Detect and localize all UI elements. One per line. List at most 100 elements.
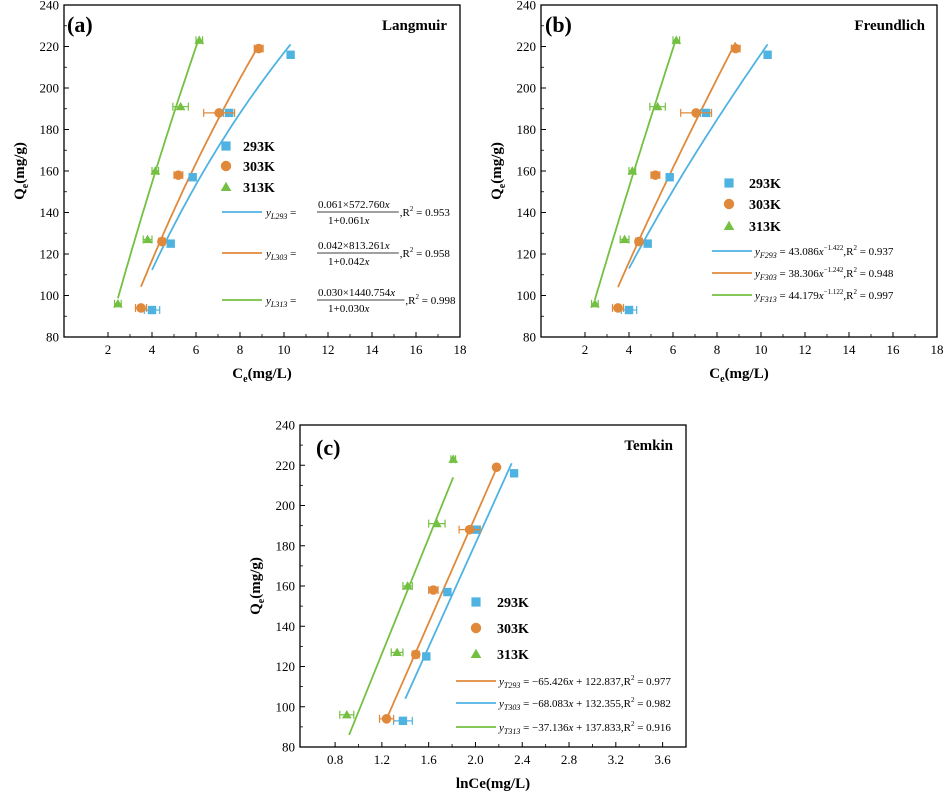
y-tick-label: 140	[40, 205, 60, 220]
x-axis-label: Ce(mg/L)	[232, 366, 291, 385]
legend-label: 313K	[749, 220, 781, 235]
model-title: Langmuir	[382, 18, 447, 34]
data-point-313K	[627, 166, 638, 175]
data-point-303K	[650, 170, 661, 180]
y-tick-label: 80	[523, 330, 536, 345]
legend-r2: ,R2 = 0.998	[405, 293, 456, 307]
legend-equation: yL303 =	[265, 248, 296, 262]
y-tick-label: 80	[46, 330, 59, 345]
model-title: Freundlich	[854, 18, 925, 34]
y-tick-label: 120	[276, 659, 296, 674]
x-tick-label: 14	[843, 342, 857, 357]
data-point-313K	[590, 298, 600, 308]
legend-marker	[220, 181, 232, 191]
legend-marker	[471, 597, 481, 607]
legend-equation: yT293 = −65.426x + 122.837,R2 = 0.977	[498, 674, 671, 690]
y-tick-label: 180	[276, 538, 296, 553]
x-axis-label: lnCe(mg/L)	[456, 776, 530, 792]
data-point-293K	[422, 652, 431, 661]
fit-line-k303	[140, 45, 260, 288]
legend-marker	[723, 220, 735, 230]
data-point-313K	[652, 101, 663, 111]
data-point-303K	[634, 236, 644, 247]
x-tick-label: 4	[626, 342, 633, 357]
y-tick-label: 220	[40, 39, 60, 54]
legend-label: 293K	[497, 596, 529, 611]
y-tick-label: 200	[517, 81, 537, 96]
x-tick-label: 18	[454, 342, 467, 357]
data-point-293K	[398, 716, 408, 726]
y-tick-label: 160	[517, 164, 537, 179]
y-tick-label: 100	[517, 288, 537, 303]
legend-label: 313K	[497, 648, 529, 663]
y-tick-label: 160	[40, 164, 60, 179]
data-point-303K	[381, 714, 392, 724]
x-tick-label: 2.0	[467, 752, 483, 767]
y-tick-label: 100	[40, 288, 60, 303]
legend-marker	[723, 198, 735, 210]
fit-line-k313	[594, 37, 678, 300]
fit-line-k313	[348, 476, 455, 736]
data-point-293K	[763, 50, 772, 59]
data-point-313K	[448, 454, 459, 463]
data-point-303K	[411, 649, 421, 660]
data-point-313K	[619, 234, 630, 244]
fit-line-k293	[628, 43, 769, 269]
legend-marker	[470, 648, 482, 658]
panel-label: (a)	[67, 12, 93, 37]
data-point-293K	[443, 587, 452, 597]
data-point-293K	[624, 305, 634, 315]
panel-b-freundlich: 80 100 120 140 160 180 200 220 240 2 4 6 8 10 12 14 16 18…	[489, 0, 944, 385]
data-point-293K	[166, 239, 175, 248]
data-point-313K	[194, 35, 205, 44]
y-tick-label: 240	[276, 418, 296, 433]
y-axis-label: Qe(mg/g)	[12, 142, 31, 200]
panel-label: (b)	[545, 12, 572, 37]
x-tick-label: 3.6	[654, 752, 671, 767]
legend-r2: ,R2 = 0.958	[400, 246, 451, 260]
data-point-303K	[157, 236, 167, 247]
y-tick-label: 240	[517, 0, 537, 13]
legend-equation: yT303 = −68.083x + 132.355,R2 = 0.982	[498, 696, 671, 712]
y-tick-label: 240	[40, 0, 60, 13]
legend-equation: yF303 = 38.306x−1.242,R2 = 0.948	[754, 266, 894, 282]
x-tick-label: 8	[237, 342, 244, 357]
x-tick-label: 10	[278, 342, 291, 357]
data-point-303K	[428, 585, 439, 595]
x-tick-label: 1.6	[421, 752, 438, 767]
plot-frame	[540, 4, 938, 338]
x-tick-label: 3.2	[608, 752, 624, 767]
legend-marker	[724, 178, 734, 188]
fit-line-k293	[404, 462, 513, 700]
panel-a-langmuir: 80 100 120 140 160 180 200 220 240 2 4 6 8 10 12 14 16 18…	[12, 0, 467, 385]
x-tick-label: 18	[931, 342, 944, 357]
data-point-293K	[188, 173, 197, 182]
legend-label: 313K	[243, 181, 275, 196]
x-tick-label: 0.8	[327, 752, 343, 767]
y-tick-label: 180	[40, 122, 60, 137]
legend-numerator: 0.061×572.760x	[318, 199, 390, 211]
x-tick-label: 1.2	[374, 752, 390, 767]
data-point-303K	[730, 43, 741, 54]
x-tick-label: 2.8	[561, 752, 577, 767]
data-point-303K	[136, 303, 146, 313]
data-point-313K	[402, 581, 413, 590]
legend-equation: yL293 =	[265, 207, 296, 221]
x-tick-label: 8	[714, 342, 721, 357]
legend-label: 293K	[243, 140, 275, 155]
legend-equation: yF293 = 43.086x−1.422,R2 = 0.937	[754, 244, 894, 260]
legend-label: 303K	[243, 160, 275, 175]
data-point-313K	[432, 518, 442, 528]
y-tick-label: 80	[282, 740, 295, 755]
legend-equation: yT313 = −37.136x + 137.833,R2 = 0.916	[498, 720, 671, 736]
y-axis-label: Qe(mg/g)	[248, 557, 267, 615]
legend-denominator: 1+0.061x	[328, 215, 369, 227]
x-tick-label: 2	[105, 342, 112, 357]
y-tick-label: 140	[276, 619, 296, 634]
data-point-303K	[613, 303, 623, 313]
data-point-303K	[491, 462, 502, 473]
legend-r2: ,R2 = 0.953	[400, 205, 451, 219]
legend-label: 303K	[497, 622, 529, 637]
data-point-293K	[286, 50, 295, 59]
data-point-293K	[643, 239, 652, 248]
